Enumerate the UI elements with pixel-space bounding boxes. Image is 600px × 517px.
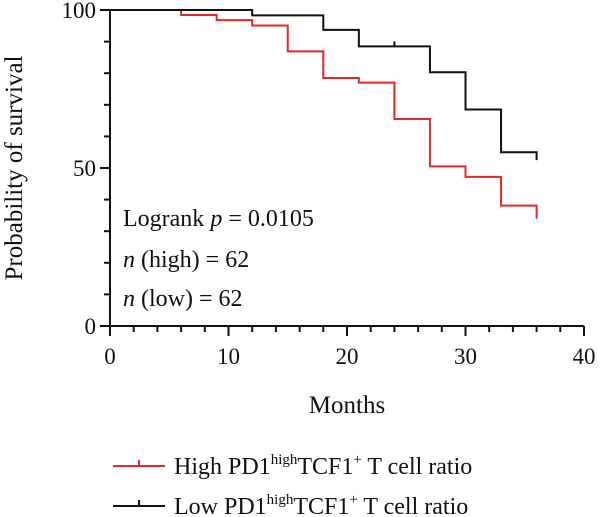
legend-label-high: High PD1highTCF1+ T cell ratio: [174, 452, 472, 480]
statistics-annotation: Logrank p = 0.0105 n (high) = 62 n (low)…: [123, 206, 314, 312]
x-tick-label: 0: [104, 344, 116, 369]
x-axis-ticks: 0 10 20 30 40: [104, 326, 596, 369]
y-tick-label: 0: [85, 314, 97, 339]
y-tick-label: 100: [62, 0, 97, 23]
legend-label-low: Low PD1highTCF1+ T cell ratio: [174, 492, 468, 517]
survival-curve-high: [110, 9, 538, 219]
legend-item-low: Low PD1highTCF1+ T cell ratio: [113, 492, 468, 517]
y-axis-ticks: 0 50 100: [62, 0, 110, 339]
legend: High PD1highTCF1+ T cell ratio Low PD1hi…: [113, 452, 472, 517]
y-axis-title: Probability of survival: [1, 55, 28, 280]
n-low-text: n (low) = 62: [123, 286, 243, 312]
x-tick-label: 40: [573, 344, 596, 369]
survival-curves: [110, 9, 538, 219]
legend-item-high: High PD1highTCF1+ T cell ratio: [113, 452, 472, 480]
x-tick-label: 10: [217, 344, 240, 369]
y-tick-label: 50: [73, 156, 96, 181]
x-axis-title: Months: [309, 392, 385, 419]
logrank-text: Logrank p = 0.0105: [123, 206, 314, 232]
survival-curve-low: [110, 9, 538, 161]
x-tick-label: 20: [336, 344, 359, 369]
n-high-text: n (high) = 62: [123, 247, 249, 273]
x-tick-label: 30: [454, 344, 477, 369]
